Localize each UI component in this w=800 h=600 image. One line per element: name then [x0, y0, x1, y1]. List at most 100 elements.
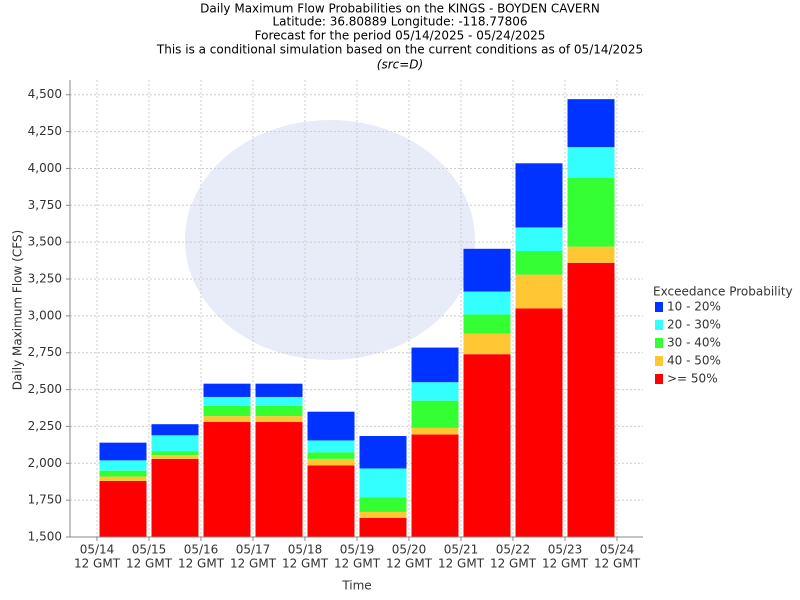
x-tick-label: 05/17 [236, 543, 271, 557]
x-tick-label: 12 GMT [386, 557, 433, 571]
bar-segment [411, 347, 459, 383]
bar-segment [203, 416, 251, 423]
x-tick-label: 05/21 [444, 543, 479, 557]
y-tick-label: 1,750 [28, 493, 62, 507]
legend-label: 20 - 30% [667, 318, 721, 332]
legend-swatch [655, 356, 663, 366]
y-axis-label: Daily Maximum Flow (CFS) [11, 230, 25, 390]
bar-segment [255, 383, 303, 397]
bar-segment [307, 465, 355, 537]
y-tick-label: 2,000 [28, 456, 62, 470]
chart-subtitle: Forecast for the period 05/14/2025 - 05/… [255, 29, 546, 43]
bar-segment [463, 291, 511, 315]
bar-segment [99, 470, 147, 477]
bar-segment [203, 396, 251, 406]
watermark [185, 120, 475, 360]
chart-subtitle: Latitude: 36.80889 Longitude: -118.77806 [272, 15, 527, 29]
y-tick-label: 2,500 [28, 382, 62, 396]
legend-label: 10 - 20% [667, 300, 721, 314]
chart-subtitle: This is a conditional simulation based o… [156, 43, 643, 57]
bar-segment [359, 517, 407, 537]
legend-swatch [655, 338, 663, 348]
y-tick-label: 2,750 [28, 345, 62, 359]
x-tick-label: 12 GMT [126, 557, 173, 571]
y-tick-label: 3,500 [28, 235, 62, 249]
bar-segment [359, 511, 407, 518]
bar-segment [151, 458, 199, 537]
bar-segment [359, 468, 407, 498]
legend-label: 30 - 40% [667, 336, 721, 350]
legend-title: Exceedance Probability [653, 285, 793, 299]
bar-segment [567, 147, 615, 179]
y-tick-label: 3,000 [28, 308, 62, 322]
bar-segment [515, 308, 563, 537]
bar-segment [307, 452, 355, 459]
legend-label: 40 - 50% [667, 354, 721, 368]
x-tick-label: 12 GMT [74, 557, 121, 571]
bar-segment [411, 400, 459, 428]
x-tick-label: 05/16 [184, 543, 219, 557]
bar-segment [515, 274, 563, 309]
bar-segment [411, 427, 459, 435]
x-tick-label: 05/20 [392, 543, 427, 557]
bar-segment [151, 451, 199, 456]
bar-segment [255, 416, 303, 423]
legend-swatch [655, 302, 663, 312]
bar-segment [151, 435, 199, 452]
x-tick-label: 12 GMT [282, 557, 329, 571]
x-tick-label: 05/24 [600, 543, 635, 557]
bar-segment [99, 476, 147, 481]
y-tick-label: 1,500 [28, 530, 62, 544]
bar-segment [255, 422, 303, 537]
bar-segment [515, 251, 563, 275]
x-tick-label: 05/15 [132, 543, 167, 557]
x-tick-label: 12 GMT [490, 557, 537, 571]
bar-segment [203, 422, 251, 537]
legend-swatch [655, 320, 663, 330]
bar-segment [307, 440, 355, 453]
bar-segment [307, 411, 355, 441]
bar-segment [515, 163, 563, 228]
y-tick-label: 2,250 [28, 419, 62, 433]
x-tick-label: 05/19 [340, 543, 375, 557]
bar-segment [567, 246, 615, 263]
bar-segment [255, 405, 303, 417]
chart-source: (src=D) [377, 58, 423, 72]
y-tick-label: 3,750 [28, 198, 62, 212]
x-tick-label: 12 GMT [334, 557, 381, 571]
y-tick-label: 4,000 [28, 161, 62, 175]
bar-segment [567, 178, 615, 247]
bar-segment [515, 227, 563, 252]
bar-segment [359, 497, 407, 512]
bar-segment [99, 480, 147, 537]
x-axis-label: Time [341, 579, 371, 593]
bar-segment [463, 354, 511, 537]
bar-segment [463, 314, 511, 334]
x-tick-label: 05/18 [288, 543, 323, 557]
bar-segment [99, 442, 147, 461]
y-tick-label: 3,250 [28, 272, 62, 286]
bar-segment [359, 436, 407, 469]
bar-segment [567, 99, 615, 148]
x-tick-label: 12 GMT [438, 557, 485, 571]
x-tick-label: 12 GMT [178, 557, 225, 571]
y-tick-label: 4,250 [28, 124, 62, 138]
x-tick-label: 05/22 [496, 543, 531, 557]
y-tick-label: 4,500 [28, 87, 62, 101]
bar-segment [411, 434, 459, 537]
bar-segment [463, 248, 511, 292]
bar-segment [463, 333, 511, 355]
x-tick-label: 12 GMT [230, 557, 277, 571]
bar-segment [411, 382, 459, 401]
legend-swatch [655, 374, 663, 384]
x-tick-label: 12 GMT [542, 557, 589, 571]
bar-segment [567, 262, 615, 537]
bar-segment [255, 396, 303, 406]
bar-segment [203, 405, 251, 417]
x-tick-label: 05/14 [80, 543, 115, 557]
bar-segment [307, 458, 355, 466]
bar-segment [151, 455, 199, 459]
legend-label: >= 50% [667, 372, 718, 386]
bar-segment [151, 424, 199, 436]
